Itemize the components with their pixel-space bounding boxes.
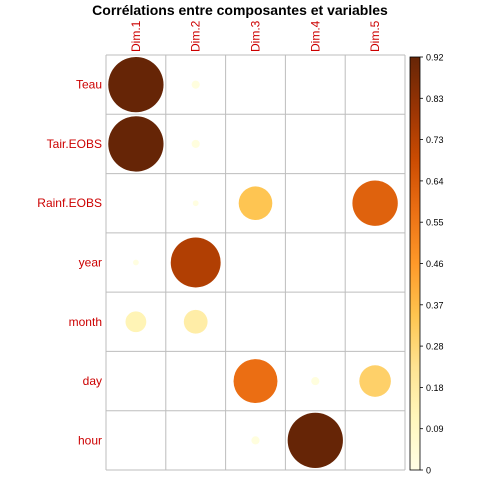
- colorbar-tick-label: 0.83: [426, 94, 444, 104]
- colorbar-tick-label: 0.64: [426, 176, 444, 186]
- column-label: Dim.1: [129, 20, 143, 52]
- colorbar: 0.92 0.83 0.73 0.64 0.55 0.46 0.37 0.28 0.18 0.09…: [409, 53, 444, 476]
- grid: [105, 54, 406, 471]
- row-label: Rainf.EOBS: [37, 196, 102, 210]
- correlation-circle: [183, 309, 208, 334]
- correlation-circle: [133, 259, 139, 266]
- row-label: hour: [78, 433, 102, 447]
- colorbar-gradient: [409, 56, 421, 471]
- correlation-circle: [287, 412, 343, 468]
- row-label: day: [83, 374, 102, 388]
- correlation-circle: [311, 376, 320, 386]
- colorbar-tick-label: 0.46: [426, 259, 444, 269]
- colorbar-tick-label: 0.28: [426, 342, 444, 352]
- correlation-circle: [238, 186, 273, 221]
- correlation-circle: [108, 57, 164, 113]
- column-label: Dim.2: [189, 20, 203, 52]
- correlation-circle: [191, 139, 200, 149]
- correlation-circle: [170, 237, 221, 288]
- colorbar-tick-label: 0.37: [426, 300, 444, 310]
- row-label: month: [69, 315, 102, 329]
- chart-title: Corrélations entre composantes et variab…: [92, 2, 388, 18]
- colorbar-tick-label: 0.92: [426, 53, 444, 63]
- correlation-circle: [108, 116, 164, 172]
- correlation-circles: [108, 57, 398, 468]
- row-label: Teau: [76, 78, 102, 92]
- colorbar-tick-label: 0.18: [426, 383, 444, 393]
- colorbar-tick-label: 0.55: [426, 218, 444, 228]
- colorbar-tick-label: 0.09: [426, 424, 444, 434]
- correlation-circle: [352, 180, 398, 226]
- column-labels: Dim.1 Dim.2 Dim.3 Dim.4 Dim.5: [129, 20, 382, 52]
- colorbar-tick-label: 0.73: [426, 135, 444, 145]
- row-label: year: [79, 256, 102, 270]
- row-label: Tair.EOBS: [47, 137, 102, 151]
- correlation-circle: [359, 365, 391, 397]
- correlation-circle: [233, 359, 278, 404]
- correlation-circle: [191, 80, 200, 89]
- row-labels: Teau Tair.EOBS Rainf.EOBS year month day hour: [37, 78, 102, 448]
- correlation-circle: [192, 200, 199, 207]
- correlation-circle: [251, 436, 260, 445]
- column-label: Dim.3: [249, 20, 263, 52]
- correlation-circle: [125, 311, 147, 333]
- column-label: Dim.4: [308, 20, 322, 52]
- colorbar-tick-label: 0: [426, 466, 431, 476]
- column-label: Dim.5: [368, 20, 382, 52]
